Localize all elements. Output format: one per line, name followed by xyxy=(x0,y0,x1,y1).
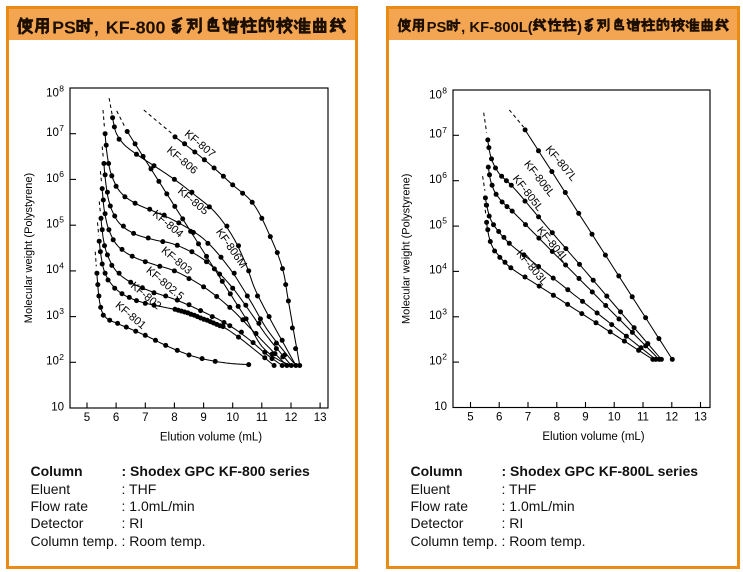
svg-text:10: 10 xyxy=(429,174,442,186)
svg-text:7: 7 xyxy=(59,123,64,133)
svg-text:10: 10 xyxy=(46,356,59,368)
svg-text:9: 9 xyxy=(582,412,588,424)
svg-text:KF-800L(: KF-800L( xyxy=(469,20,532,36)
svg-text:8: 8 xyxy=(554,412,560,424)
svg-text:4: 4 xyxy=(59,260,64,270)
svg-text:,: , xyxy=(94,18,99,38)
svg-text:Elution volume (mL): Elution volume (mL) xyxy=(160,432,262,444)
svg-text:10: 10 xyxy=(46,127,59,139)
svg-text:10: 10 xyxy=(429,129,442,141)
svg-text:KF-800: KF-800 xyxy=(106,18,166,38)
svg-text:10: 10 xyxy=(226,412,239,424)
svg-text:10: 10 xyxy=(51,401,64,413)
svg-text:Elution volume (mL): Elution volume (mL) xyxy=(542,431,644,443)
svg-text:): ) xyxy=(577,20,582,36)
svg-text:KF-806: KF-806 xyxy=(164,145,199,177)
svg-text:9: 9 xyxy=(200,412,206,424)
svg-text:10: 10 xyxy=(46,264,59,276)
svg-text:5: 5 xyxy=(84,412,90,424)
svg-text:10: 10 xyxy=(429,265,442,277)
svg-text:11: 11 xyxy=(637,412,649,424)
svg-text:8: 8 xyxy=(171,412,177,424)
svg-text:5: 5 xyxy=(442,216,447,226)
svg-text:13: 13 xyxy=(694,412,707,424)
svg-text:12: 12 xyxy=(285,412,298,424)
svg-text:10: 10 xyxy=(46,310,59,322)
svg-text:6: 6 xyxy=(113,412,119,424)
svg-text:11: 11 xyxy=(256,412,268,424)
svg-text:5: 5 xyxy=(467,412,473,424)
svg-text:6: 6 xyxy=(496,412,502,424)
svg-text:13: 13 xyxy=(314,412,327,424)
svg-text:2: 2 xyxy=(442,352,447,362)
svg-text:Molecular weight (Polystyrene): Molecular weight (Polystyrene) xyxy=(23,173,35,323)
svg-text:10: 10 xyxy=(608,412,621,424)
svg-text:3: 3 xyxy=(59,306,64,316)
svg-text:10: 10 xyxy=(429,310,442,322)
svg-text:KF-807L: KF-807L xyxy=(543,144,579,184)
svg-text:12: 12 xyxy=(665,412,678,424)
svg-text:10: 10 xyxy=(46,87,59,99)
svg-text:10: 10 xyxy=(429,355,442,367)
svg-text:10: 10 xyxy=(46,173,59,185)
svg-text:6: 6 xyxy=(442,170,447,180)
svg-text:Molecular weight (Polystyrene): Molecular weight (Polystyrene) xyxy=(401,174,413,324)
svg-text:PS: PS xyxy=(52,18,76,38)
svg-text:3: 3 xyxy=(442,306,447,316)
svg-text:10: 10 xyxy=(434,401,447,413)
svg-text:7: 7 xyxy=(142,412,148,424)
svg-text:5: 5 xyxy=(59,215,64,225)
svg-text:7: 7 xyxy=(525,412,531,424)
svg-text:KF-801: KF-801 xyxy=(113,300,148,332)
svg-text:4: 4 xyxy=(442,261,447,271)
svg-text:10: 10 xyxy=(429,219,442,231)
svg-text:10: 10 xyxy=(429,89,442,101)
svg-text:,: , xyxy=(461,20,465,36)
svg-text:PS: PS xyxy=(427,20,447,36)
svg-text:2: 2 xyxy=(59,352,64,362)
svg-text:7: 7 xyxy=(442,125,447,135)
svg-text:8: 8 xyxy=(59,84,64,94)
svg-text:8: 8 xyxy=(442,86,447,96)
svg-text:6: 6 xyxy=(59,169,64,179)
svg-text:10: 10 xyxy=(46,219,59,231)
